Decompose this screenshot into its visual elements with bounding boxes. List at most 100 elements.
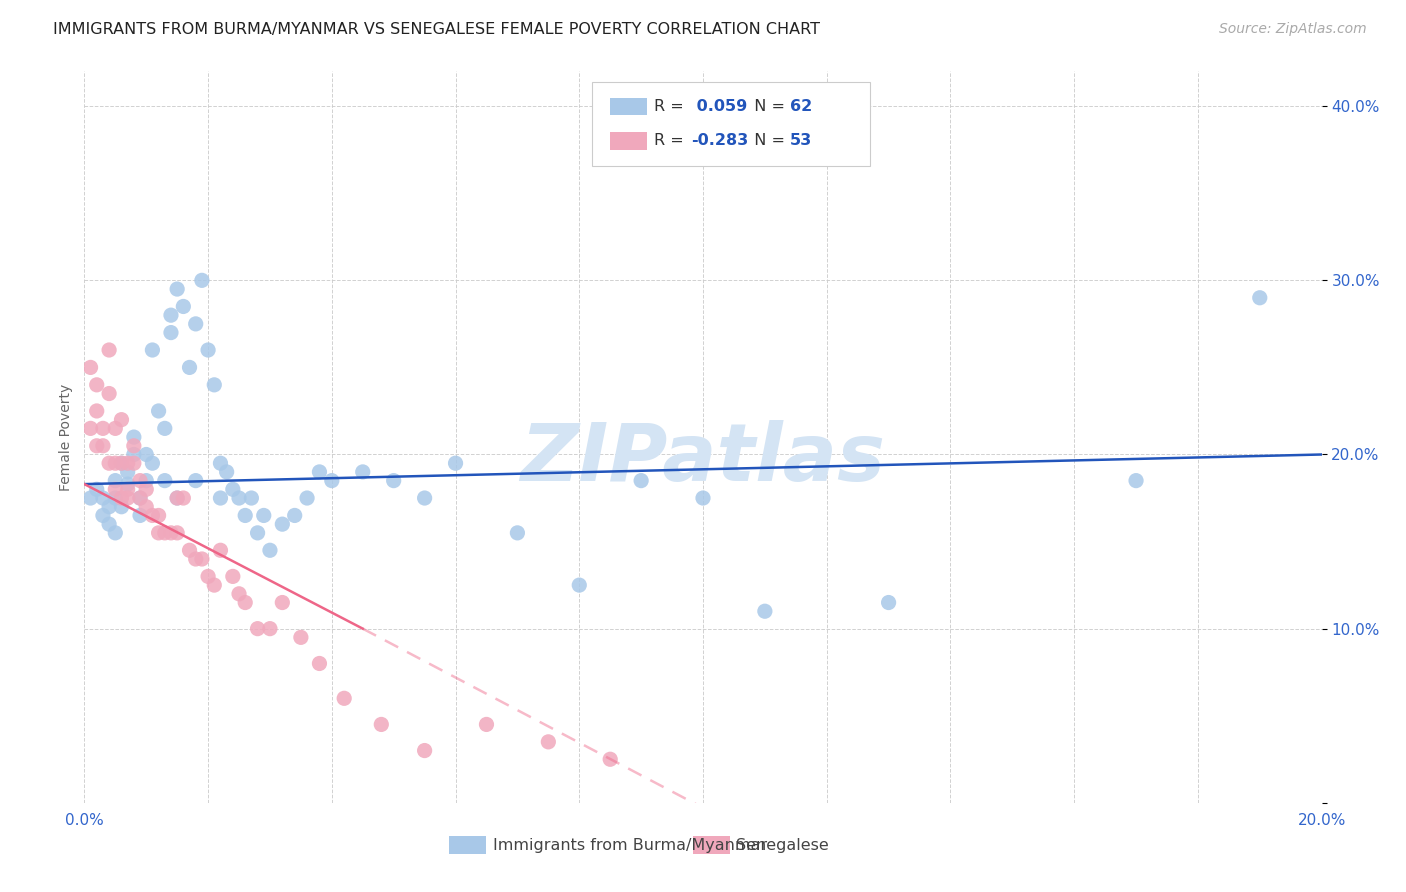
- Text: 53: 53: [790, 133, 811, 148]
- Point: [877, 595, 900, 609]
- Point: [117, 491, 139, 505]
- Point: [209, 456, 232, 470]
- Point: [122, 430, 145, 444]
- Point: [129, 491, 152, 505]
- Point: [148, 404, 170, 418]
- Point: [135, 474, 157, 488]
- FancyBboxPatch shape: [450, 837, 486, 854]
- Point: [129, 491, 152, 505]
- FancyBboxPatch shape: [693, 837, 730, 854]
- Point: [202, 377, 225, 392]
- Point: [1125, 474, 1147, 488]
- Point: [117, 456, 139, 470]
- Point: [117, 465, 139, 479]
- Text: Senegalese: Senegalese: [737, 838, 830, 853]
- Point: [202, 578, 225, 592]
- Point: [233, 508, 256, 523]
- Point: [295, 491, 318, 505]
- Point: [184, 474, 207, 488]
- Text: 62: 62: [790, 99, 811, 114]
- Point: [259, 543, 281, 558]
- Point: [160, 525, 183, 540]
- Text: R =: R =: [654, 133, 689, 148]
- Point: [166, 491, 188, 505]
- Point: [122, 456, 145, 470]
- Point: [537, 735, 560, 749]
- Point: [110, 500, 132, 514]
- Point: [290, 631, 312, 645]
- Point: [370, 717, 392, 731]
- Text: -0.283: -0.283: [690, 133, 748, 148]
- Point: [184, 317, 207, 331]
- Point: [754, 604, 776, 618]
- Point: [122, 439, 145, 453]
- Point: [117, 477, 139, 491]
- Point: [91, 439, 114, 453]
- Point: [209, 491, 232, 505]
- Point: [284, 508, 307, 523]
- Point: [98, 343, 121, 357]
- Point: [166, 491, 188, 505]
- Point: [104, 456, 127, 470]
- Point: [129, 508, 152, 523]
- Point: [91, 508, 114, 523]
- Point: [160, 326, 183, 340]
- Text: Source: ZipAtlas.com: Source: ZipAtlas.com: [1219, 22, 1367, 37]
- Point: [191, 273, 214, 287]
- Point: [191, 552, 214, 566]
- Point: [568, 578, 591, 592]
- Point: [413, 743, 436, 757]
- Point: [91, 491, 114, 505]
- Point: [240, 491, 263, 505]
- Point: [148, 525, 170, 540]
- Point: [321, 474, 343, 488]
- Point: [246, 622, 269, 636]
- Point: [179, 360, 201, 375]
- Point: [271, 595, 294, 609]
- Point: [166, 525, 188, 540]
- Point: [166, 282, 188, 296]
- Point: [91, 421, 114, 435]
- Point: [117, 483, 139, 497]
- Point: [141, 343, 163, 357]
- Point: [692, 491, 714, 505]
- Text: N =: N =: [744, 133, 790, 148]
- Point: [153, 474, 176, 488]
- Text: Immigrants from Burma/Myanmar: Immigrants from Burma/Myanmar: [492, 838, 766, 853]
- Point: [599, 752, 621, 766]
- Point: [308, 465, 330, 479]
- Point: [630, 474, 652, 488]
- Point: [382, 474, 405, 488]
- Point: [271, 517, 294, 532]
- Point: [153, 421, 176, 435]
- FancyBboxPatch shape: [610, 132, 647, 150]
- Point: [110, 491, 132, 505]
- Point: [79, 360, 101, 375]
- Point: [153, 525, 176, 540]
- Point: [104, 421, 127, 435]
- Point: [160, 308, 183, 322]
- Point: [86, 404, 108, 418]
- Point: [148, 508, 170, 523]
- Point: [141, 508, 163, 523]
- Point: [197, 569, 219, 583]
- Point: [172, 300, 194, 314]
- Point: [135, 500, 157, 514]
- Text: ZIPatlas: ZIPatlas: [520, 420, 886, 498]
- Point: [197, 343, 219, 357]
- Point: [222, 483, 245, 497]
- Point: [246, 525, 269, 540]
- Point: [104, 491, 127, 505]
- Point: [506, 525, 529, 540]
- Point: [228, 587, 250, 601]
- Point: [135, 483, 157, 497]
- Text: 0.059: 0.059: [690, 99, 747, 114]
- Point: [79, 491, 101, 505]
- Point: [179, 543, 201, 558]
- Point: [86, 439, 108, 453]
- Point: [98, 500, 121, 514]
- Point: [253, 508, 276, 523]
- Point: [110, 412, 132, 426]
- Point: [352, 465, 374, 479]
- Point: [141, 456, 163, 470]
